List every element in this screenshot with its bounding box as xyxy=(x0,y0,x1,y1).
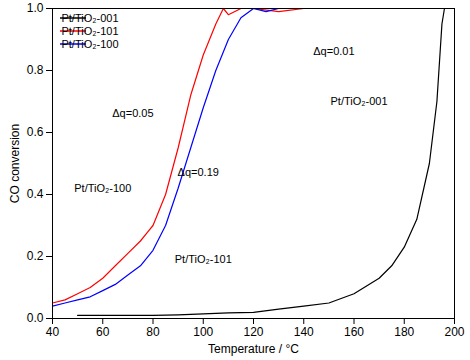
svg-text:Temperature / °C: Temperature / °C xyxy=(208,342,299,356)
svg-text:Pt/TiO₂-100: Pt/TiO₂-100 xyxy=(74,182,131,194)
svg-text:0.0: 0.0 xyxy=(27,311,44,325)
svg-text:140: 140 xyxy=(294,325,314,339)
svg-text:0.4: 0.4 xyxy=(27,187,44,201)
svg-text:CO conversion: CO conversion xyxy=(8,124,22,203)
svg-text:200: 200 xyxy=(444,325,464,339)
svg-text:Pt/TiO₂-101: Pt/TiO₂-101 xyxy=(175,253,232,265)
svg-text:Pt/TiO₂-100: Pt/TiO₂-100 xyxy=(61,38,118,50)
svg-text:80: 80 xyxy=(146,325,160,339)
svg-text:Δq=0.05: Δq=0.05 xyxy=(112,107,153,119)
svg-text:0.6: 0.6 xyxy=(27,125,44,139)
svg-text:Pt/TiO₂-001: Pt/TiO₂-001 xyxy=(61,12,118,24)
svg-text:40: 40 xyxy=(46,325,60,339)
svg-text:60: 60 xyxy=(96,325,110,339)
svg-text:0.2: 0.2 xyxy=(27,249,44,263)
svg-text:Pt/TiO₂-101: Pt/TiO₂-101 xyxy=(61,25,118,37)
svg-text:1.0: 1.0 xyxy=(27,1,44,15)
svg-text:120: 120 xyxy=(243,325,263,339)
svg-text:0.8: 0.8 xyxy=(27,63,44,77)
svg-text:Pt/TiO₂-001: Pt/TiO₂-001 xyxy=(331,95,388,107)
svg-text:180: 180 xyxy=(394,325,414,339)
svg-text:160: 160 xyxy=(344,325,364,339)
svg-text:100: 100 xyxy=(193,325,213,339)
svg-text:Δq=0.19: Δq=0.19 xyxy=(178,166,219,178)
svg-text:Δq=0.01: Δq=0.01 xyxy=(313,45,354,57)
